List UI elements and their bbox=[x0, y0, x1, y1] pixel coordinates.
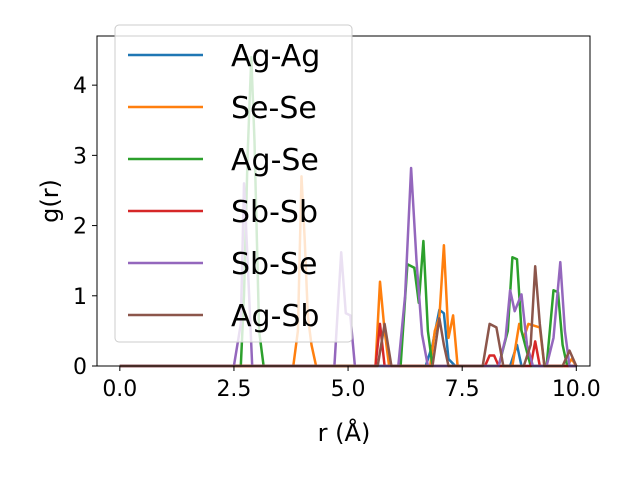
legend-label: Se-Se bbox=[231, 91, 317, 126]
legend: Ag-Ag Se-Se Ag-Se Sb-Sb Sb-Se Ag-Sb bbox=[114, 24, 353, 343]
y-axis-ticks: 0 1 2 3 4 bbox=[73, 74, 97, 380]
legend-label: Sb-Se bbox=[231, 247, 317, 282]
y-axis-label: g(r) bbox=[36, 179, 64, 223]
legend-label: Ag-Se bbox=[231, 143, 319, 178]
legend-label: Ag-Sb bbox=[231, 299, 319, 334]
x-tick-label: 5.0 bbox=[331, 377, 366, 402]
x-axis-ticks: 0.0 2.5 5.0 7.5 10.0 bbox=[102, 366, 601, 402]
y-tick-label: 3 bbox=[73, 144, 87, 169]
legend-label: Ag-Ag bbox=[231, 39, 320, 74]
y-tick-label: 0 bbox=[73, 355, 87, 380]
y-tick-label: 4 bbox=[73, 74, 87, 99]
x-tick-label: 2.5 bbox=[216, 377, 251, 402]
x-axis-label: r (Å) bbox=[318, 418, 371, 447]
y-tick-label: 2 bbox=[73, 215, 87, 240]
x-tick-label: 10.0 bbox=[552, 377, 601, 402]
legend-label: Sb-Sb bbox=[231, 195, 318, 230]
series-line-sb-sb bbox=[119, 322, 577, 368]
x-tick-label: 7.5 bbox=[445, 377, 480, 402]
y-tick-label: 1 bbox=[73, 285, 87, 310]
x-tick-label: 0.0 bbox=[102, 377, 137, 402]
series-line-sb-se bbox=[119, 166, 577, 368]
